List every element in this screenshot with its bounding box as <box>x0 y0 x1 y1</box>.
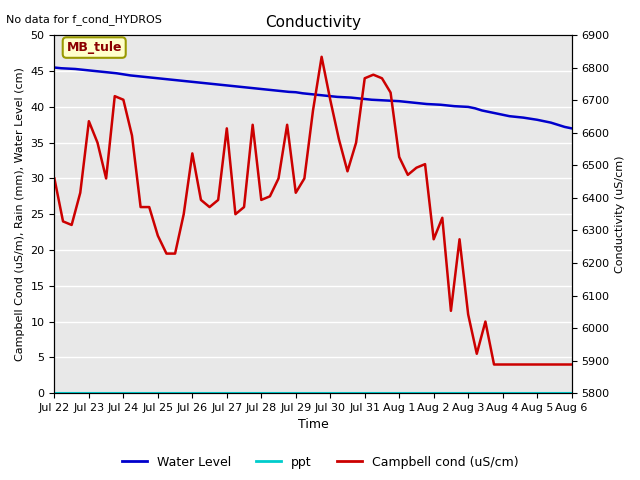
Y-axis label: Campbell Cond (uS/m), Rain (mm), Water Level (cm): Campbell Cond (uS/m), Rain (mm), Water L… <box>15 67 25 361</box>
Title: Conductivity: Conductivity <box>265 15 361 30</box>
X-axis label: Time: Time <box>298 419 328 432</box>
Legend: Water Level, ppt, Campbell cond (uS/cm): Water Level, ppt, Campbell cond (uS/cm) <box>116 451 524 474</box>
Y-axis label: Conductivity (uS/cm): Conductivity (uS/cm) <box>615 156 625 273</box>
Text: No data for f_cond_HYDROS: No data for f_cond_HYDROS <box>6 14 163 25</box>
Text: MB_tule: MB_tule <box>67 41 122 54</box>
